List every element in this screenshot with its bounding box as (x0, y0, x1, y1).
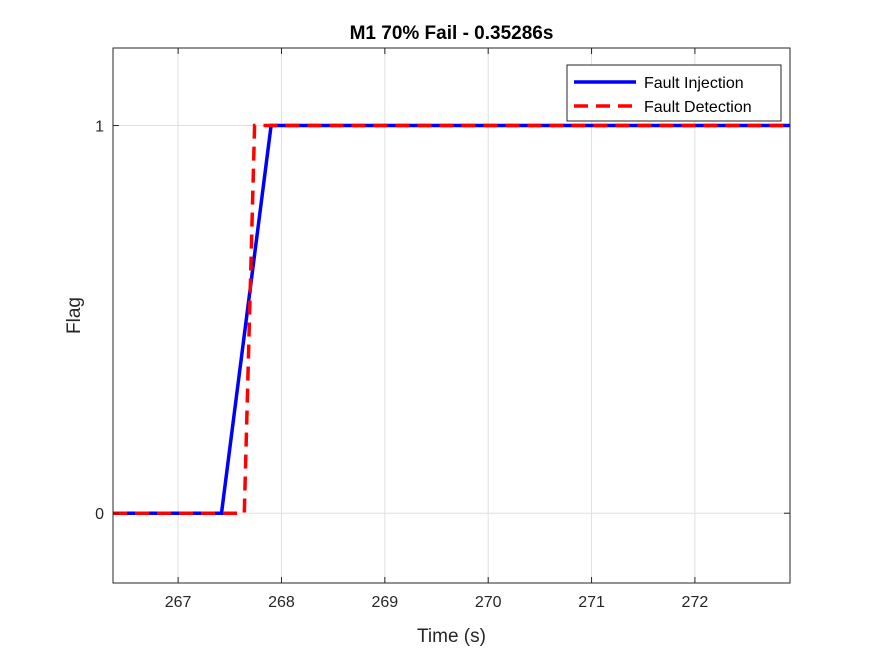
x-axis-label: Time (s) (417, 626, 486, 647)
x-tick-label: 268 (268, 594, 295, 611)
x-tick-label: 269 (371, 594, 398, 611)
legend: Fault Injection Fault Detection (566, 64, 782, 122)
ticks: 267 268 269 270 271 272 0 1 (95, 48, 790, 611)
plot-background (113, 48, 790, 583)
chart-title: M1 70% Fail - 0.35286s (350, 23, 554, 44)
legend-label: Fault Injection (644, 75, 744, 92)
y-axis-label: Flag (64, 297, 85, 334)
x-tick-label: 270 (475, 594, 502, 611)
x-tick-label: 272 (682, 594, 709, 611)
legend-label: Fault Detection (644, 99, 752, 116)
x-tick-label: 271 (578, 594, 605, 611)
legend-box (566, 64, 782, 122)
plot-frame (112, 47, 791, 584)
y-tick-label: 0 (95, 506, 104, 523)
y-tick-label: 1 (95, 119, 104, 136)
x-tick-label: 267 (165, 594, 192, 611)
series-layer (113, 123, 790, 515)
